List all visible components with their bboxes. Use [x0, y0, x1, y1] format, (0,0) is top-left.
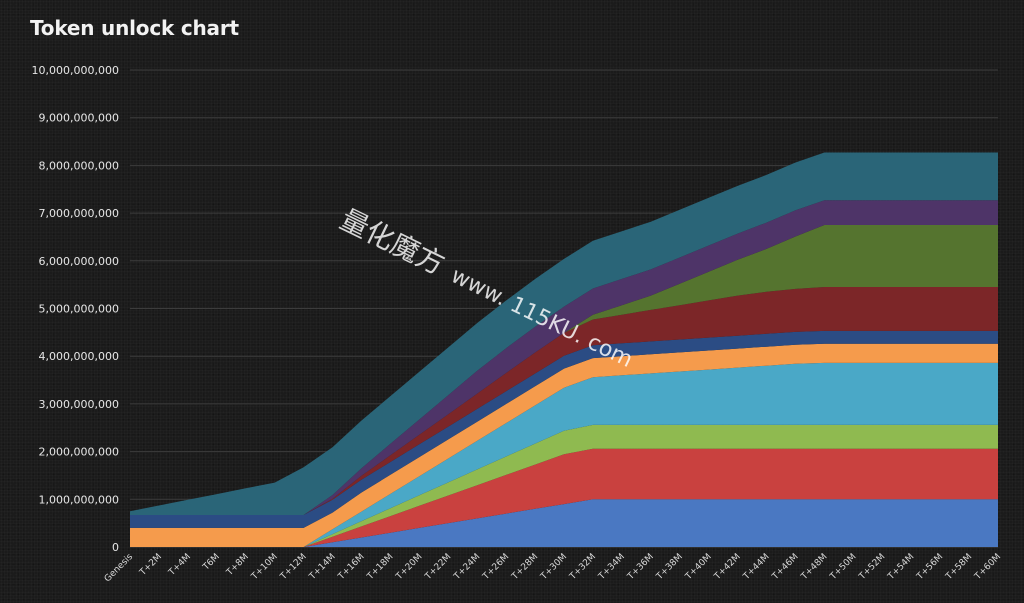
x-tick-label: T+12M [278, 552, 309, 583]
x-axis-ticks: Genesis T+2M T+4M T6M T+8M T+10M T+12M T+14M T+1… [103, 552, 1003, 584]
area-layer [130, 152, 998, 547]
x-tick-label: T+16M [336, 552, 367, 583]
y-axis-ticks: 0 1,000,000,000 2,000,000,000 3,000,000,000… [32, 64, 119, 554]
x-tick-label: T+54M [886, 552, 917, 583]
y-tick-label: 1,000,000,000 [39, 493, 119, 506]
x-tick-label: T+52M [857, 552, 888, 583]
x-tick-label: T+34M [596, 552, 627, 583]
x-tick-label: T+56M [915, 552, 946, 583]
x-tick-label: Genesis [103, 552, 135, 584]
x-tick-label: T6M [201, 552, 222, 573]
area-series-5 [130, 343, 998, 547]
x-tick-label: T+46M [770, 552, 801, 583]
x-tick-label: T+4M [166, 552, 193, 579]
x-tick-label: T+50M [828, 552, 859, 583]
x-tick-label: T+42M [712, 552, 743, 583]
area-series-3 [130, 424, 998, 547]
x-tick-label: T+20M [394, 552, 425, 583]
x-tick-label: T+2M [138, 552, 165, 579]
area-series-10 [130, 152, 998, 515]
x-tick-label: T+38M [654, 552, 685, 583]
y-tick-label: 9,000,000,000 [39, 112, 119, 125]
x-tick-label: T+26M [481, 552, 512, 583]
x-tick-label: T+44M [741, 552, 772, 583]
y-tick-label: 2,000,000,000 [39, 446, 119, 459]
area-series-8 [130, 225, 998, 515]
x-tick-label: T+18M [365, 552, 396, 583]
y-tick-label: 0 [112, 541, 119, 554]
x-tick-label: T+58M [944, 552, 975, 583]
y-tick-label: 5,000,000,000 [39, 303, 119, 316]
y-tick-label: 10,000,000,000 [32, 64, 119, 77]
x-tick-label: T+30M [539, 552, 570, 583]
chart-title: Token unlock chart [30, 16, 239, 40]
y-tick-label: 3,000,000,000 [39, 398, 119, 411]
x-tick-label: T+36M [625, 552, 656, 583]
x-tick-label: T+14M [307, 552, 338, 583]
x-tick-label: T+28M [510, 552, 541, 583]
y-tick-label: 8,000,000,000 [39, 159, 119, 172]
area-series-2 [130, 448, 998, 547]
x-tick-label: T+10M [249, 552, 280, 583]
y-tick-label: 7,000,000,000 [39, 207, 119, 220]
x-tick-label: T+60M [973, 552, 1004, 583]
x-tick-label: T+22M [423, 552, 454, 583]
y-tick-label: 6,000,000,000 [39, 255, 119, 268]
y-tick-label: 4,000,000,000 [39, 350, 119, 363]
x-tick-label: T+24M [452, 552, 483, 583]
watermark-cn-text: 量化魔方 [335, 203, 450, 282]
x-tick-label: T+8M [224, 552, 251, 579]
x-tick-label: T+32M [567, 552, 598, 583]
area-series-7 [130, 287, 998, 515]
area-series-1 [130, 499, 998, 547]
area-series-4 [130, 362, 998, 547]
x-tick-label: T+40M [683, 552, 714, 583]
x-tick-label: T+48M [799, 552, 830, 583]
